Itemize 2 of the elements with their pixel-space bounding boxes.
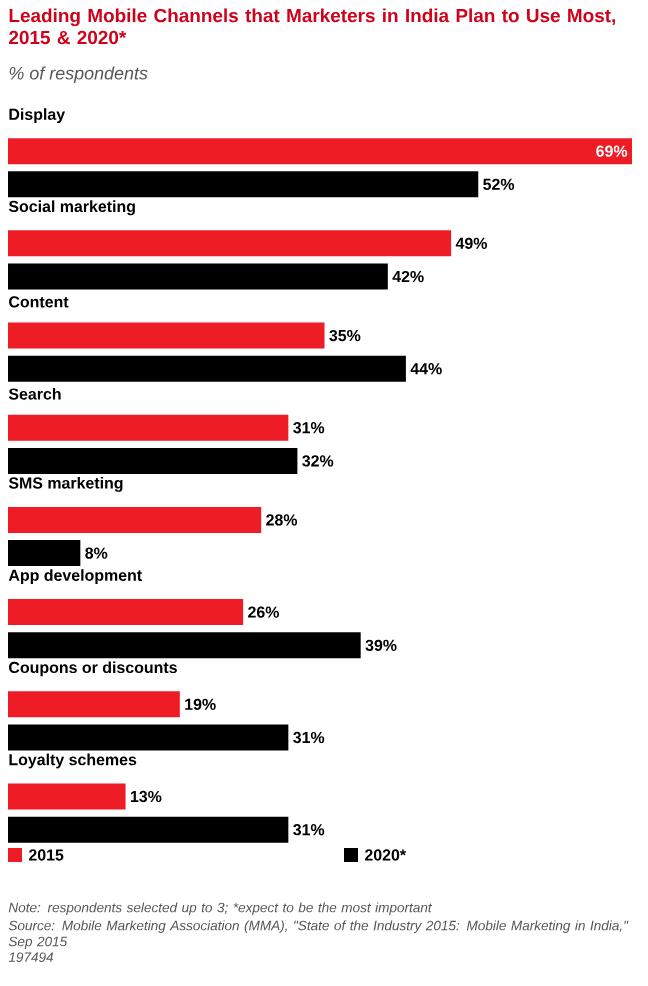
chart-title: Leading Mobile Channels that Marketers in India Plan to Use Most, 2015 & 2020* bbox=[9, 8, 616, 45]
chart-subtitle: % of respondents bbox=[9, 66, 148, 84]
